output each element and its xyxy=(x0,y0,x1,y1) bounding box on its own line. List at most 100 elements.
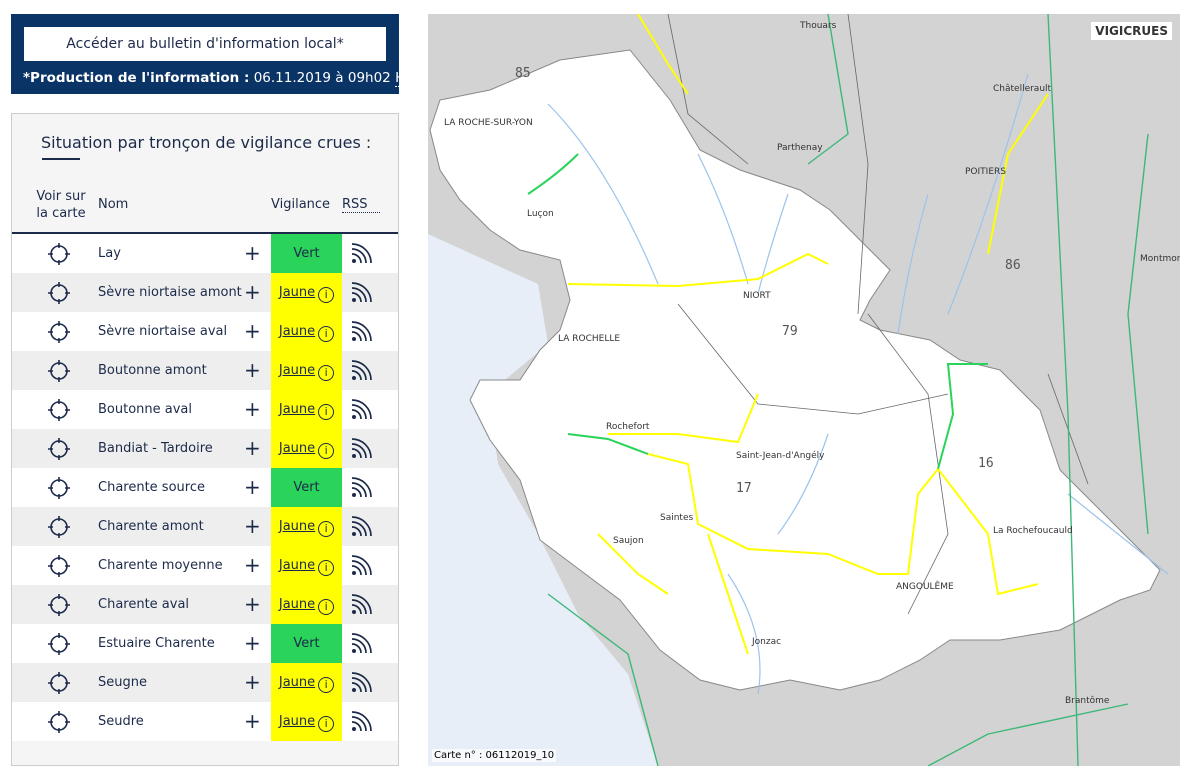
segment-name: Sèvre niortaise aval xyxy=(98,324,228,339)
vigilance-link[interactable]: Jaune xyxy=(278,519,316,534)
info-icon[interactable]: i xyxy=(318,521,335,537)
production-info: *Production de l'information : 06.11.201… xyxy=(23,70,413,87)
expand-plus-icon[interactable]: + xyxy=(244,397,261,421)
table-row: Seudre + Jaune i xyxy=(12,702,398,741)
svg-text:Montmor: Montmor xyxy=(1140,254,1180,264)
svg-text:Saujon: Saujon xyxy=(613,536,644,546)
locate-on-map-icon[interactable] xyxy=(48,633,70,655)
expand-plus-icon[interactable]: + xyxy=(244,319,261,343)
vigilance-level[interactable]: Jaune i xyxy=(271,429,342,468)
locate-on-map-icon[interactable] xyxy=(48,711,70,733)
locate-on-map-icon[interactable] xyxy=(48,516,70,538)
segment-name: Charente source xyxy=(98,480,205,495)
expand-plus-icon[interactable]: + xyxy=(244,436,261,460)
vigilance-link[interactable]: Jaune xyxy=(278,714,316,729)
locate-on-map-icon[interactable] xyxy=(48,477,70,499)
vigilance-text: Vert xyxy=(293,636,320,651)
rss-feed-icon[interactable] xyxy=(350,477,372,499)
locate-on-map-icon[interactable] xyxy=(48,243,70,265)
info-icon[interactable]: i xyxy=(318,365,335,381)
segment-name: Charente amont xyxy=(98,519,204,534)
svg-text:85: 85 xyxy=(515,66,531,81)
expand-plus-icon[interactable]: + xyxy=(244,709,261,733)
vigilance-link[interactable]: Jaune xyxy=(278,441,316,456)
info-icon[interactable]: i xyxy=(318,677,335,693)
table-row: Charente aval + Jaune i xyxy=(12,585,398,624)
table-row: Charente source + Vert xyxy=(12,468,398,507)
panel-title: Situation par tronçon de vigilance crues… xyxy=(41,133,372,152)
vigilance-level[interactable]: Jaune i xyxy=(271,390,342,429)
vigilance-segments xyxy=(527,14,1049,655)
vigilance-link[interactable]: Jaune xyxy=(278,285,316,300)
vigilance-level: Vert xyxy=(271,624,342,663)
locate-on-map-icon[interactable] xyxy=(48,321,70,343)
info-icon[interactable]: i xyxy=(318,287,335,303)
svg-text:ANGOULÊME: ANGOULÊME xyxy=(896,580,954,592)
expand-plus-icon[interactable]: + xyxy=(244,358,261,382)
vigilance-map[interactable]: Thouars LA ROCHE-SUR-YON Châtellerault P… xyxy=(428,14,1180,766)
vigilance-level[interactable]: Jaune i xyxy=(271,351,342,390)
vigilance-level[interactable]: Jaune i xyxy=(271,507,342,546)
vigilance-link[interactable]: Jaune xyxy=(278,402,316,417)
rss-feed-icon[interactable] xyxy=(350,555,372,577)
vigilance-level[interactable]: Jaune i xyxy=(271,312,342,351)
rss-feed-icon[interactable] xyxy=(350,594,372,616)
expand-plus-icon[interactable]: + xyxy=(244,475,261,499)
vigilance-link[interactable]: Jaune xyxy=(278,675,316,690)
rss-feed-icon[interactable] xyxy=(350,633,372,655)
locate-on-map-icon[interactable] xyxy=(48,594,70,616)
expand-plus-icon[interactable]: + xyxy=(244,631,261,655)
locate-on-map-icon[interactable] xyxy=(48,672,70,694)
info-icon[interactable]: i xyxy=(318,443,335,459)
vigilance-link[interactable]: Jaune xyxy=(278,597,316,612)
department-borders xyxy=(667,14,1089,615)
locate-on-map-icon[interactable] xyxy=(48,438,70,460)
map-number: Carte n° : 06112019_10 xyxy=(432,749,557,762)
rivers xyxy=(547,73,1169,695)
map-canvas[interactable]: Thouars LA ROCHE-SUR-YON Châtellerault P… xyxy=(428,14,1180,766)
vigilance-level[interactable]: Jaune i xyxy=(271,663,342,702)
expand-plus-icon[interactable]: + xyxy=(244,553,261,577)
expand-plus-icon[interactable]: + xyxy=(244,514,261,538)
vigilance-level[interactable]: Jaune i xyxy=(271,273,342,312)
bulletin-local-button[interactable]: Accéder au bulletin d'information local* xyxy=(24,27,386,61)
rss-feed-icon[interactable] xyxy=(350,399,372,421)
rss-feed-icon[interactable] xyxy=(350,282,372,304)
svg-text:Parthenay: Parthenay xyxy=(777,143,823,153)
expand-plus-icon[interactable]: + xyxy=(244,280,261,304)
rss-feed-icon[interactable] xyxy=(350,360,372,382)
expand-plus-icon[interactable]: + xyxy=(244,592,261,616)
vigilance-link[interactable]: Jaune xyxy=(278,363,316,378)
rss-feed-icon[interactable] xyxy=(350,672,372,694)
expand-plus-icon[interactable]: + xyxy=(244,241,261,265)
vigilance-level[interactable]: Jaune i xyxy=(271,702,342,741)
expand-plus-icon[interactable]: + xyxy=(244,670,261,694)
segment-name: Seugne xyxy=(98,675,147,690)
rss-feed-icon[interactable] xyxy=(350,711,372,733)
locate-on-map-icon[interactable] xyxy=(48,282,70,304)
rss-feed-icon[interactable] xyxy=(350,438,372,460)
info-icon[interactable]: i xyxy=(318,326,335,342)
rss-feed-icon[interactable] xyxy=(350,321,372,343)
rss-feed-icon[interactable] xyxy=(350,243,372,265)
svg-text:Saint-Jean-d'Angély: Saint-Jean-d'Angély xyxy=(736,450,825,461)
vigilance-link[interactable]: Jaune xyxy=(278,324,316,339)
ocean xyxy=(428,234,658,766)
locate-on-map-icon[interactable] xyxy=(48,399,70,421)
info-icon[interactable]: i xyxy=(318,404,335,420)
rss-feed-icon[interactable] xyxy=(350,516,372,538)
segment-name: Bandiat - Tardoire xyxy=(98,441,213,456)
svg-text:86: 86 xyxy=(1005,258,1021,273)
info-icon[interactable]: i xyxy=(318,599,335,615)
locate-on-map-icon[interactable] xyxy=(48,360,70,382)
info-icon[interactable]: i xyxy=(318,560,335,576)
info-icon[interactable]: i xyxy=(318,716,335,732)
bulletin-header: Accéder au bulletin d'information local*… xyxy=(11,14,413,94)
vigilance-level[interactable]: Jaune i xyxy=(271,546,342,585)
locate-on-map-icon[interactable] xyxy=(48,555,70,577)
vigilance-level[interactable]: Jaune i xyxy=(271,585,342,624)
vigilance-link[interactable]: Jaune xyxy=(278,558,316,573)
col-header-rss[interactable]: RSS xyxy=(342,197,380,213)
table-row: Charente moyenne + Jaune i xyxy=(12,546,398,585)
table-row: Bandiat - Tardoire + Jaune i xyxy=(12,429,398,468)
